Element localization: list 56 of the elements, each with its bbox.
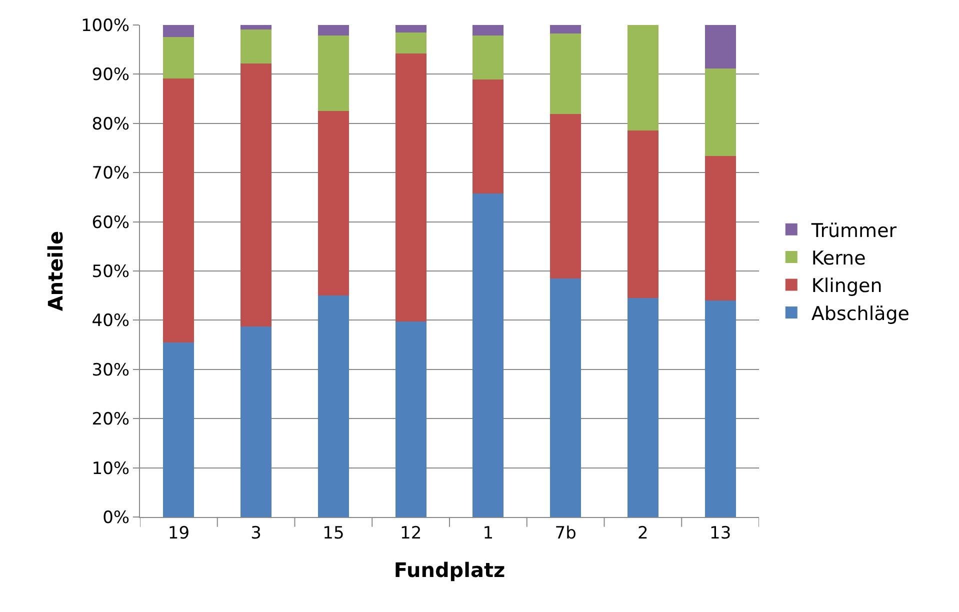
bar [550,25,582,34]
bar [704,300,736,517]
x-tick-label: 3 [250,523,262,544]
bar [240,326,272,517]
bar [318,111,349,296]
y-tick-label: 0% [102,508,130,528]
bar [318,296,349,517]
legend-label: Trümmer [810,220,897,242]
bar [395,32,426,54]
bar [704,156,736,301]
bar [550,33,582,114]
bar [163,25,194,37]
bar [240,25,272,30]
bar [163,78,194,342]
bar [627,25,658,130]
bar [163,342,194,517]
bar [472,25,504,36]
bar [472,35,504,80]
bar [472,80,504,194]
bar [318,25,349,36]
x-tick-label: 7b [554,523,576,544]
y-tick-label: 20% [92,410,130,430]
y-tick-label: 90% [92,65,130,86]
bar [704,68,736,156]
x-tick-label: 15 [322,523,344,544]
x-axis-title: Fundplatz [394,558,506,582]
bar [395,25,426,32]
bar [627,130,658,298]
y-tick-label: 70% [92,164,130,184]
y-tick-label: 100% [80,16,130,36]
legend-label: Kerne [811,247,866,270]
bar [550,114,582,278]
x-tick-label: 19 [168,523,190,544]
x-tick-label: 13 [709,523,732,544]
bar [395,54,426,322]
bar [550,278,582,517]
x-tick-label: 2 [638,523,648,544]
y-tick-label: 80% [92,114,130,134]
y-axis-title: Anteile [43,230,68,312]
x-tick-label: 1 [482,523,494,544]
legend-label: Klingen [811,275,882,298]
y-tick-label: 60% [92,212,130,233]
bar [627,298,658,517]
bar [163,36,194,79]
bar [240,29,272,64]
bar [395,322,426,517]
legend-label: Abschläge [811,302,910,325]
y-tick-label: 40% [92,311,130,332]
y-tick-label: 50% [92,262,130,282]
bar [318,35,349,112]
y-tick-label: 10% [92,458,130,479]
bar [704,25,736,68]
y-tick-label: 30% [92,360,130,380]
bar [472,193,504,517]
x-tick-label: 12 [400,523,422,544]
bar [240,63,272,327]
